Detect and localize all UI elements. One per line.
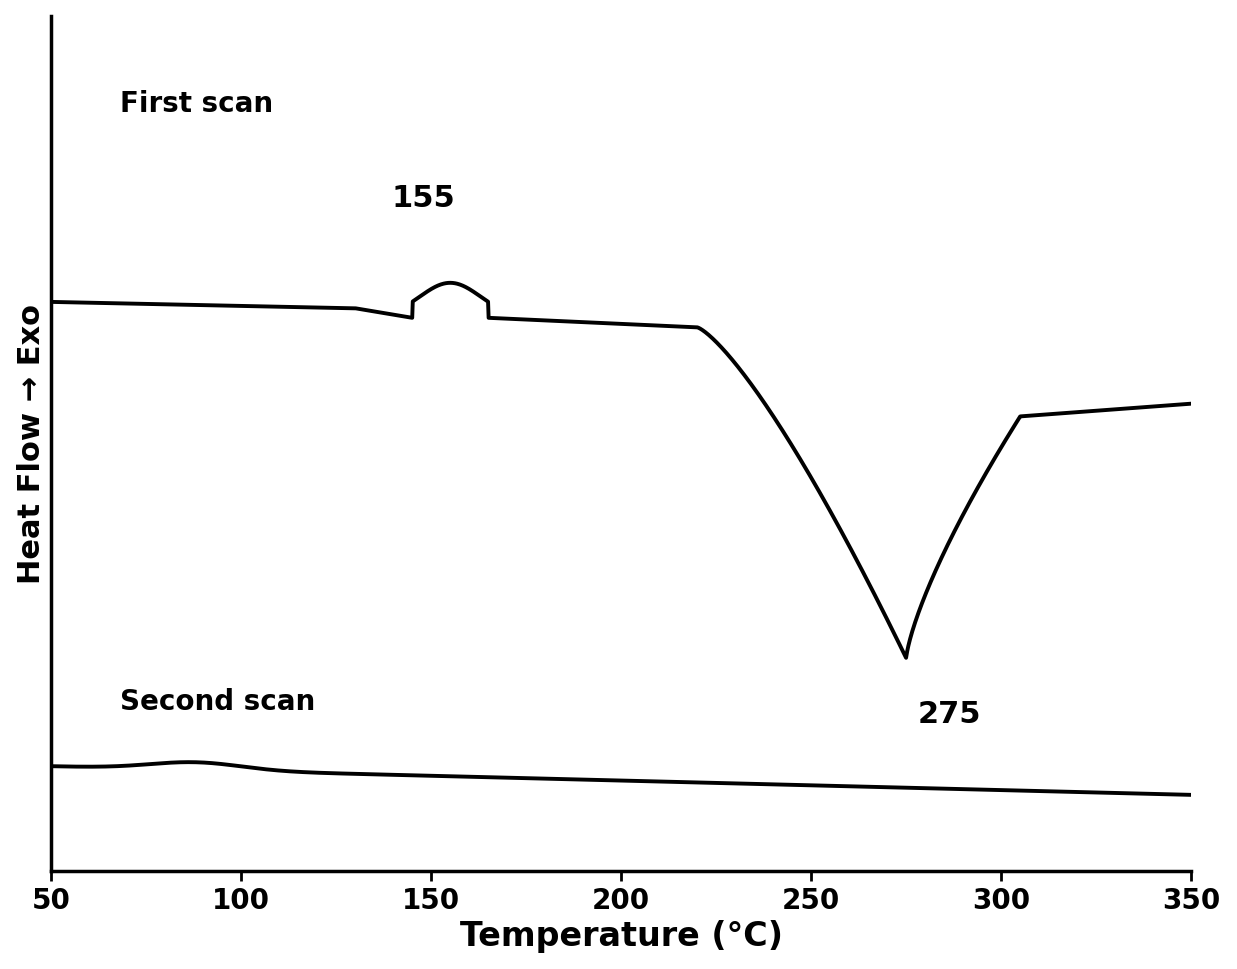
Y-axis label: Heat Flow → Exo: Heat Flow → Exo (16, 304, 46, 584)
Text: Second scan: Second scan (120, 687, 315, 715)
Text: First scan: First scan (120, 90, 272, 118)
X-axis label: Temperature (°C): Temperature (°C) (460, 920, 783, 953)
Text: 275: 275 (918, 699, 981, 728)
Text: 155: 155 (392, 184, 455, 213)
